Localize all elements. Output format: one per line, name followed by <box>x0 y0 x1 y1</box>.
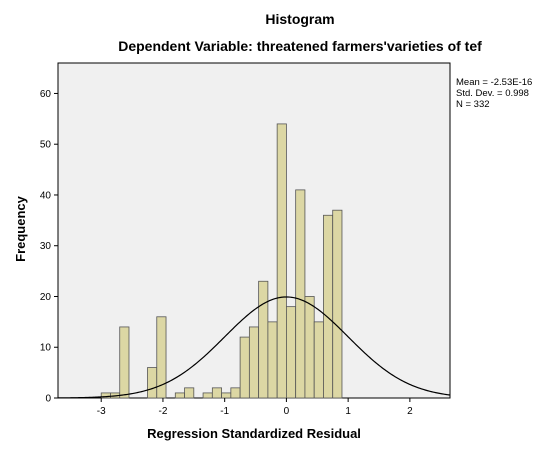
bars-group <box>100 123 343 399</box>
stats-mean: Mean = -2.53E-16 <box>456 77 532 88</box>
x-tick-label: -3 <box>97 406 106 417</box>
histogram-bar-9 <box>184 387 195 399</box>
histogram-bar-24 <box>323 214 334 399</box>
chart-subtitle: Dependent Variable: threatened farmers'v… <box>118 38 482 54</box>
histogram-bar-2 <box>119 326 130 399</box>
y-tick-label: 0 <box>45 394 51 405</box>
y-axis-ticks: 0 10 20 30 40 50 60 <box>40 89 58 405</box>
y-tick-label: 40 <box>40 190 52 201</box>
histogram-bar-13 <box>221 392 232 399</box>
histogram-bar-5 <box>147 367 158 399</box>
histogram-bar-19 <box>276 123 287 399</box>
normal-curve <box>57 296 451 399</box>
x-axis-label: Regression Standardized Residual <box>147 426 361 441</box>
histogram-bar-22 <box>304 296 315 399</box>
histogram-bar-8 <box>174 392 185 399</box>
histogram-bar-17 <box>258 280 269 399</box>
histogram-bar-11 <box>202 392 213 399</box>
y-axis-label: Frequency <box>13 195 28 262</box>
stats-std-dev: Std. Dev. = 0.998 <box>456 88 529 99</box>
histogram-bar-25 <box>332 209 343 399</box>
x-tick-label: 2 <box>407 406 413 417</box>
histogram-bar-16 <box>248 326 260 399</box>
x-tick-label: -2 <box>158 406 167 417</box>
y-tick-label: 30 <box>40 241 52 252</box>
x-tick-label: 1 <box>345 406 351 417</box>
x-tick-label: -1 <box>220 406 229 417</box>
histogram-bar-14 <box>230 387 241 399</box>
y-tick-label: 50 <box>40 140 52 151</box>
histogram-bar-20 <box>286 306 297 399</box>
stats-n: N = 332 <box>456 99 490 110</box>
y-tick-label: 10 <box>40 343 52 354</box>
histogram-bar-15 <box>239 336 250 399</box>
y-tick-label: 20 <box>40 292 52 303</box>
x-axis-ticks: -3 -2 -1 0 1 2 <box>97 398 413 417</box>
histogram-bar-23 <box>313 321 324 399</box>
y-tick-label: 60 <box>40 89 52 100</box>
histogram-bar-18 <box>267 321 278 399</box>
histogram-bar-12 <box>211 387 222 399</box>
x-tick-label: 0 <box>284 406 290 417</box>
histogram-bar-6 <box>156 316 167 399</box>
chart-title: Histogram <box>265 11 334 27</box>
histogram-bar-21 <box>295 189 306 399</box>
